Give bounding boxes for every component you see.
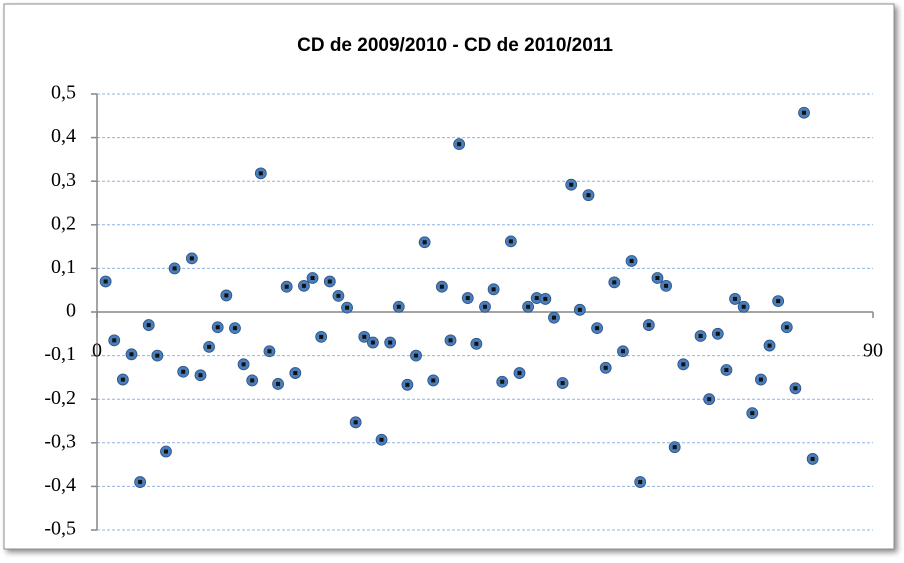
point-center	[638, 480, 643, 485]
point-center	[483, 304, 487, 309]
point-center	[741, 304, 746, 309]
point-center	[681, 362, 686, 367]
y-tick-label: -0,5	[44, 518, 76, 540]
point-center	[276, 381, 281, 386]
point-center	[112, 338, 117, 343]
point-center	[345, 305, 350, 310]
point-center	[241, 362, 246, 367]
point-center	[612, 280, 617, 285]
y-tick-label: -0,3	[44, 430, 76, 452]
point-center	[284, 284, 289, 289]
point-center	[258, 171, 263, 176]
point-center	[146, 323, 151, 328]
chart-title: CD de 2009/2010 - CD de 2010/2011	[297, 35, 613, 56]
point-center	[655, 275, 660, 280]
point-center	[232, 326, 237, 331]
point-center	[163, 449, 168, 454]
point-center	[577, 307, 582, 312]
point-center	[405, 382, 410, 387]
point-center	[362, 334, 367, 339]
y-tick-label: 0	[66, 300, 76, 322]
x-tick-label: 0	[92, 340, 102, 362]
point-center	[629, 258, 634, 263]
point-center	[724, 367, 729, 372]
point-center	[500, 379, 505, 384]
point-center	[396, 304, 401, 309]
point-center	[810, 456, 815, 461]
y-tick-label: 0,5	[51, 82, 76, 104]
point-center	[414, 353, 419, 358]
point-center	[698, 333, 703, 338]
point-center	[457, 142, 462, 147]
point-center	[474, 341, 479, 346]
point-center	[715, 331, 720, 336]
point-center	[543, 296, 548, 301]
point-center	[336, 293, 341, 298]
point-center	[551, 315, 556, 320]
point-center	[422, 240, 427, 245]
point-center	[784, 325, 789, 330]
point-center	[189, 256, 194, 261]
point-center	[448, 338, 453, 343]
y-tick-label: 0,1	[51, 256, 76, 278]
point-center	[120, 377, 125, 382]
point-center	[155, 353, 160, 358]
point-center	[603, 365, 608, 370]
point-center	[508, 239, 513, 244]
point-center	[595, 326, 600, 331]
point-center	[388, 340, 393, 345]
point-center	[534, 296, 539, 301]
point-center	[664, 283, 669, 288]
point-center	[672, 445, 677, 450]
point-center	[733, 296, 738, 301]
point-center	[379, 437, 384, 442]
point-center	[327, 279, 332, 284]
point-center	[526, 304, 531, 309]
point-center	[517, 371, 522, 376]
y-tick-label: 0,3	[51, 169, 76, 191]
point-center	[224, 293, 229, 298]
point-center	[793, 386, 798, 391]
point-center	[215, 325, 220, 330]
point-center	[370, 340, 375, 345]
point-center	[586, 193, 591, 198]
y-tick-label: 0,4	[51, 125, 76, 147]
point-center	[465, 296, 470, 301]
point-center	[560, 381, 565, 386]
y-tick-label: -0,1	[44, 343, 76, 365]
point-center	[767, 343, 772, 348]
point-center	[491, 287, 496, 292]
point-center	[569, 182, 574, 187]
point-center	[431, 378, 436, 383]
point-center	[103, 279, 108, 284]
point-center	[750, 411, 755, 416]
point-center	[646, 323, 651, 328]
x-tick-label: 90	[863, 340, 883, 362]
y-tick-label: 0,2	[51, 212, 76, 234]
point-center	[310, 275, 315, 280]
point-center	[319, 334, 324, 339]
point-center	[802, 110, 807, 115]
point-center	[207, 344, 212, 349]
chart-border	[3, 3, 895, 550]
point-center	[620, 349, 625, 354]
y-tick-label: -0,2	[44, 387, 76, 409]
point-center	[267, 349, 272, 354]
point-center	[776, 299, 781, 304]
point-center	[138, 480, 143, 485]
point-center	[707, 397, 712, 402]
point-center	[129, 352, 134, 357]
point-center	[181, 369, 186, 374]
point-center	[439, 284, 444, 289]
point-center	[353, 420, 358, 425]
point-center	[172, 266, 177, 271]
y-tick-label: -0,4	[44, 474, 76, 496]
point-center	[250, 378, 255, 383]
point-center	[293, 371, 298, 376]
point-center	[198, 373, 203, 378]
point-center	[758, 377, 763, 382]
point-center	[301, 283, 306, 288]
